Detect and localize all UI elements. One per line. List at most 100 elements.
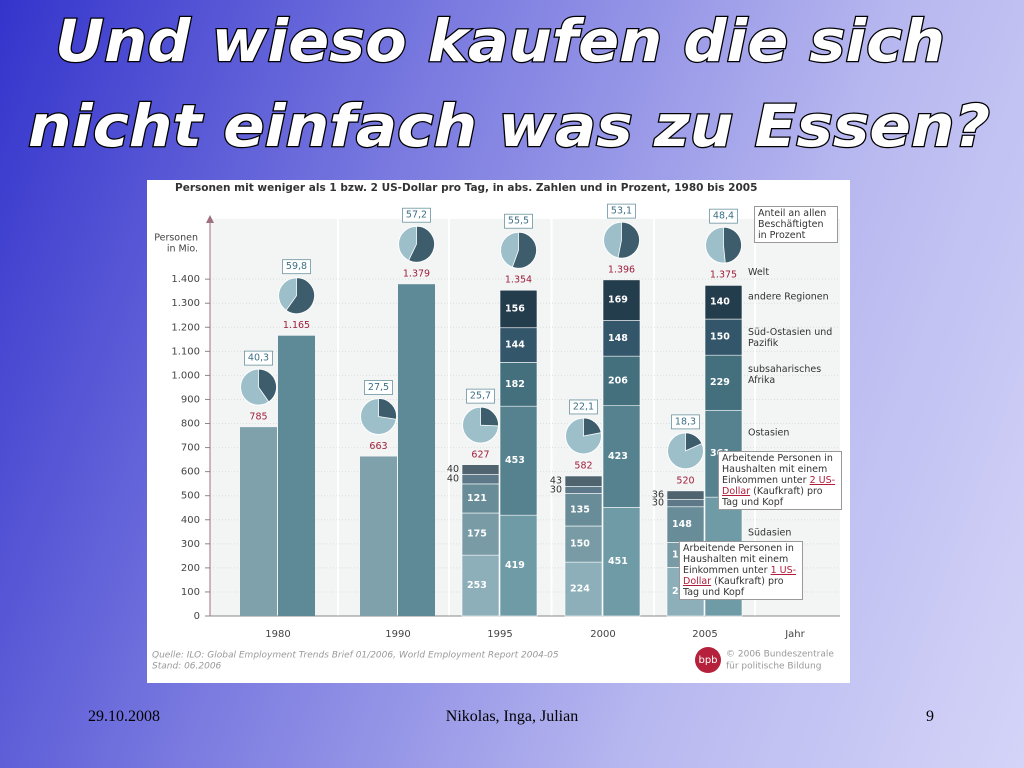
slide-title: nicht einfach was zu Essen? — [28, 92, 990, 160]
x-tick-label: 2005 — [692, 629, 717, 640]
segment-label: 229 — [710, 377, 730, 388]
chart-title: Personen mit weniger als 1 bzw. 2 US-Dol… — [175, 182, 757, 194]
legend-item: Süd-Ostasien und Pazifik — [748, 327, 833, 349]
share-box — [671, 414, 700, 430]
annotation-text: (Kaufkraft) pro Tag und Kopf — [722, 486, 823, 508]
slide-title: Und wieso kaufen die sich — [55, 7, 945, 75]
segment-label: 36 — [652, 490, 664, 501]
x-tick-label: 1995 — [487, 629, 512, 640]
share-box — [466, 388, 495, 404]
pie-slice — [378, 398, 397, 420]
segment-label: 175 — [467, 529, 487, 540]
bar-segment — [602, 507, 641, 617]
annotation: Arbeitende Personen in Haushalten mit ei… — [718, 451, 842, 510]
segment-label: 40 — [447, 464, 459, 475]
pie-slice — [685, 432, 703, 452]
legend-item: Ostasien — [748, 427, 790, 439]
y-tick-label: 700 — [181, 443, 200, 454]
annotation-text: Arbeitende Personen in Haushalten mit ei… — [722, 453, 833, 486]
total-label: 1.375 — [710, 270, 737, 281]
bar-segment — [704, 354, 743, 411]
bar-segment — [499, 514, 538, 617]
legend-item: Südasien — [748, 527, 792, 539]
bar-segment — [564, 561, 603, 617]
share-box — [709, 208, 738, 224]
source: Stand: 06.2006 — [152, 662, 222, 672]
segment-label: 30 — [652, 498, 664, 509]
annotation-text: (Kaufkraft) pro Tag und Kopf — [683, 576, 784, 598]
bar-segment — [564, 493, 603, 527]
total-label: 582 — [574, 460, 592, 471]
share-label: 55,5 — [508, 216, 529, 227]
segment-label: 169 — [608, 295, 628, 306]
bar-segment — [564, 486, 603, 494]
bar-segment — [461, 483, 500, 514]
total-label: 1.379 — [403, 269, 430, 280]
share-label: 27,5 — [368, 382, 389, 393]
segment-label: 150 — [710, 332, 730, 343]
x-tick-label: 1980 — [265, 629, 290, 640]
x-tick-label: 2000 — [590, 629, 615, 640]
bar-segment — [704, 318, 743, 356]
bar-segment — [564, 475, 603, 487]
y-axis-arrow — [206, 215, 214, 223]
y-tick-label: 300 — [181, 539, 200, 550]
footer-date: 29.10.2008 — [88, 708, 160, 725]
footer-authors: Nikolas, Inga, Julian — [445, 708, 579, 725]
pie-slice — [511, 231, 537, 269]
pie-slice — [617, 221, 640, 259]
share-label: 22,1 — [573, 401, 594, 412]
bar-segment — [602, 320, 641, 357]
footer-page: 9 — [926, 708, 934, 725]
logo: bpb — [698, 655, 717, 666]
total-label: 1.396 — [608, 265, 635, 276]
y-tick-label: 800 — [181, 419, 200, 430]
total-label: 627 — [471, 450, 489, 461]
credit: © 2006 Bundeszentrale — [726, 650, 834, 660]
bar-segment — [602, 279, 641, 321]
total-label: 1.354 — [505, 275, 532, 286]
credit: für politische Bildung — [726, 662, 821, 672]
bar-segment — [461, 554, 500, 617]
segment-label: 43 — [550, 476, 562, 487]
share-box — [364, 380, 393, 395]
pie-slice — [408, 225, 435, 263]
bar-segment — [461, 464, 500, 475]
y-tick-label: 1.200 — [171, 322, 200, 333]
legend-item: subsaharisches Afrika — [748, 364, 822, 386]
segment-label: 140 — [710, 297, 730, 308]
bar — [240, 427, 277, 616]
segment-label: 148 — [672, 519, 692, 530]
y-tick-label: 900 — [181, 394, 200, 405]
y-tick-label: 1.300 — [171, 298, 200, 309]
share-label: 25,7 — [470, 391, 491, 402]
logo-circle — [695, 647, 721, 673]
bar-segment — [499, 405, 538, 516]
bar-segment — [704, 285, 743, 320]
bar — [398, 284, 435, 616]
annotation-text: Arbeitende Personen in Haushalten mit ei… — [683, 543, 794, 576]
source: Quelle: ILO: Global Employment Trends Br… — [152, 651, 559, 661]
pie-slice — [285, 277, 315, 315]
segment-label: 150 — [570, 539, 590, 550]
pie-slice — [583, 417, 602, 437]
share-label: 40,3 — [248, 353, 269, 364]
share-label: 59,8 — [286, 261, 307, 272]
share-label: 48,4 — [713, 211, 734, 222]
share-box — [569, 399, 598, 415]
pie-slice — [723, 226, 742, 264]
legend-item: andere Regionen — [748, 291, 829, 303]
y-tick-label: 100 — [181, 587, 200, 598]
segment-label: 224 — [570, 584, 590, 595]
x-tick-label: 1990 — [385, 629, 410, 640]
y-axis-label: Personen — [154, 233, 198, 244]
share-box — [282, 259, 311, 275]
share-label: 57,2 — [406, 210, 427, 221]
bar-segment — [461, 512, 500, 556]
pie-slice — [258, 368, 277, 403]
x-axis-label: Jahr — [784, 629, 805, 640]
bar-segment — [499, 289, 538, 329]
shares-legend: Anteil an allen Beschäftigten in Prozent — [754, 206, 838, 243]
